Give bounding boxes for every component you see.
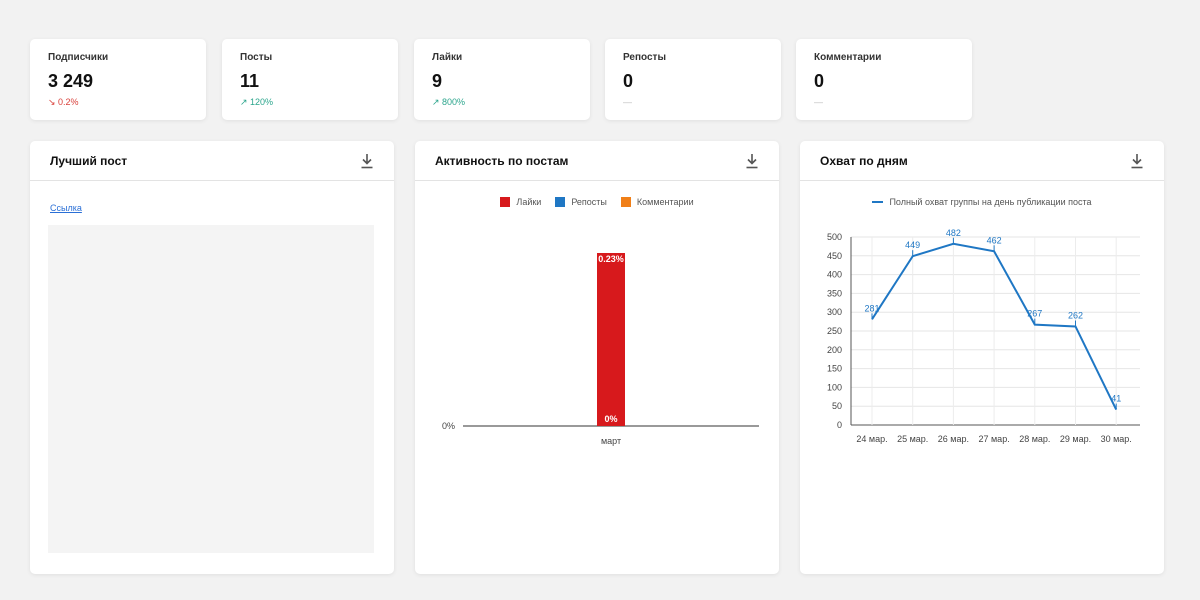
data-label: 482	[946, 228, 961, 238]
legend-label: Лайки	[516, 197, 542, 207]
data-label: 41	[1111, 394, 1121, 404]
stat-card-comments: Комментарии 0 —	[796, 39, 972, 120]
stat-card-posts: Посты 11 ↗ 120%	[222, 39, 398, 120]
reach-chart: 0 50 100 150 200 250 300 350 400 450 500 24 мар. 25 …	[827, 228, 1140, 444]
legend-swatch	[555, 197, 566, 207]
x-tick-label: 24 мар.	[856, 434, 887, 444]
stat-label: Комментарии	[814, 52, 882, 63]
panel-title: Лучший пост	[50, 154, 128, 168]
data-label: 281	[864, 303, 879, 313]
y-tick-label: 450	[827, 251, 842, 261]
legend-item-comments[interactable]: Комментарии	[620, 197, 694, 207]
bar-data-label: 0.23%	[598, 254, 624, 264]
panel-header: Лучший пост	[30, 141, 394, 181]
stat-label: Подписчики	[48, 52, 109, 63]
y-tick-label: 300	[827, 307, 842, 317]
download-icon[interactable]	[360, 153, 374, 169]
stat-label: Посты	[240, 52, 273, 63]
stat-value: 0	[623, 71, 634, 91]
stat-card-subscribers: Подписчики 3 249 ↘ 0.2%	[30, 39, 206, 120]
y-tick-label: 250	[827, 326, 842, 336]
legend-line	[872, 201, 884, 203]
stat-change: —	[623, 97, 632, 107]
y-tick-label: 150	[827, 364, 842, 374]
legend-item-reach[interactable]: Полный охват группы на день публикации п…	[872, 197, 1092, 207]
x-tick-label: 25 мар.	[897, 434, 928, 444]
stat-value: 3 249	[48, 71, 94, 91]
y-tick-label: 50	[832, 401, 842, 411]
activity-chart: 0% 0.23% 0% март	[442, 253, 759, 446]
stat-change: ↗ 800%	[432, 97, 466, 107]
reach-legend: Полный охват группы на день публикации п…	[800, 197, 1164, 207]
bar-data-label: 0%	[604, 414, 617, 424]
download-icon[interactable]	[745, 153, 759, 169]
data-label: 462	[987, 235, 1002, 245]
panel-header: Активность по постам	[415, 141, 779, 181]
panel-title: Охват по дням	[820, 154, 908, 168]
y-tick-label: 0	[837, 420, 842, 430]
legend-label: Полный охват группы на день публикации п…	[889, 197, 1092, 207]
download-icon[interactable]	[1130, 153, 1144, 169]
stat-card-reposts: Репосты 0 —	[605, 39, 781, 120]
data-label: 449	[905, 240, 920, 250]
x-tick-label: 28 мар.	[1019, 434, 1050, 444]
stat-label: Репосты	[623, 52, 666, 63]
stat-change: ↘ 0.2%	[48, 97, 79, 107]
stat-value: 11	[240, 71, 260, 91]
y-tick-label: 500	[827, 232, 842, 242]
data-label: 267	[1027, 309, 1042, 319]
y-tick-label: 200	[827, 345, 842, 355]
x-tick-label: 26 мар.	[938, 434, 969, 444]
y-tick-label: 0%	[442, 421, 455, 431]
panel-header: Охват по дням	[800, 141, 1164, 181]
stat-value: 9	[432, 71, 443, 91]
y-tick-label: 100	[827, 382, 842, 392]
x-tick-label: 29 мар.	[1060, 434, 1091, 444]
y-tick-label: 400	[827, 270, 842, 280]
stat-change: ↗ 120%	[240, 97, 274, 107]
x-tick-label: март	[601, 436, 621, 446]
legend-item-likes[interactable]: Лайки	[500, 197, 541, 207]
best-post-panel: Лучший пост Ссылка	[30, 141, 394, 574]
activity-panel: Активность по постам Лайки Репосты Комме…	[415, 141, 779, 574]
y-tick-label: 350	[827, 288, 842, 298]
activity-legend: Лайки Репосты Комментарии	[415, 197, 779, 207]
panel-title: Активность по постам	[435, 154, 569, 168]
post-link[interactable]: Ссылка	[50, 203, 82, 213]
stat-label: Лайки	[432, 52, 463, 63]
stat-value: 0	[814, 71, 825, 91]
legend-swatch	[620, 197, 631, 207]
legend-label: Комментарии	[636, 197, 694, 207]
stat-change: —	[814, 97, 823, 107]
legend-item-reposts[interactable]: Репосты	[555, 197, 607, 207]
stat-card-likes: Лайки 9 ↗ 800%	[414, 39, 590, 120]
bar-1	[597, 253, 625, 426]
post-preview-image	[48, 225, 374, 553]
x-tick-label: 30 мар.	[1101, 434, 1132, 444]
legend-swatch	[500, 197, 511, 207]
data-label: 262	[1068, 310, 1083, 320]
legend-label: Репосты	[571, 197, 607, 207]
reach-panel: Охват по дням Полный охват группы на ден…	[800, 141, 1164, 574]
x-tick-label: 27 мар.	[978, 434, 1009, 444]
